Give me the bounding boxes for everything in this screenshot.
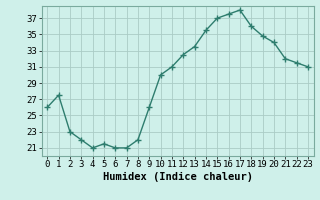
X-axis label: Humidex (Indice chaleur): Humidex (Indice chaleur) — [103, 172, 252, 182]
